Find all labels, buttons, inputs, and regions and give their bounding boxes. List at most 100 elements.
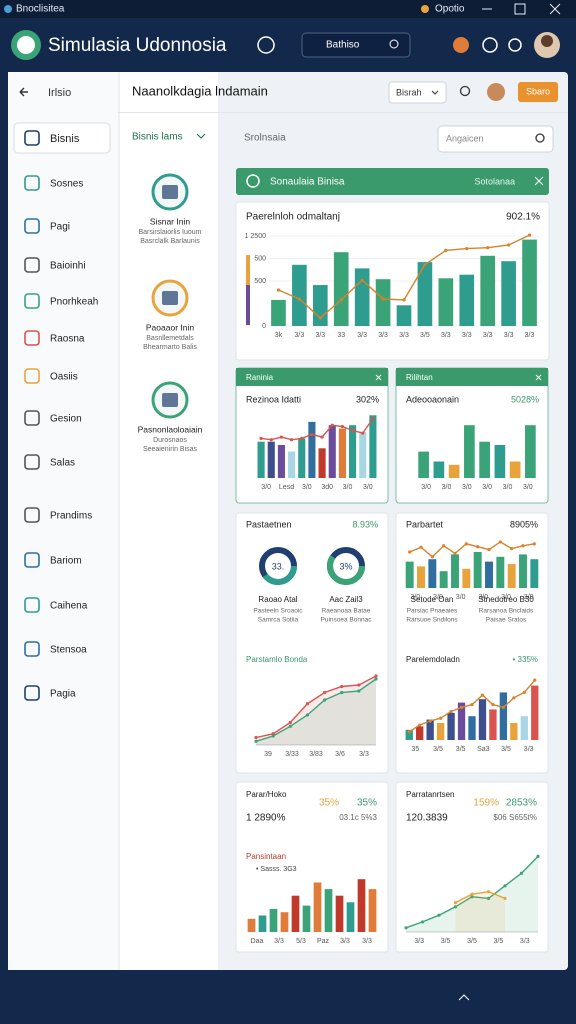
sidebar-item[interactable]: Bisnis xyxy=(50,133,80,145)
sidebar-selected[interactable] xyxy=(13,122,111,154)
bar xyxy=(335,895,344,932)
bar xyxy=(354,268,370,326)
sidebar-icon xyxy=(24,257,40,273)
account-icon xyxy=(421,5,429,13)
bar xyxy=(436,723,445,740)
line-point xyxy=(486,246,490,250)
illustration-detail xyxy=(162,185,178,199)
sidebar-item[interactable]: Prandims xyxy=(50,511,92,522)
subpanel xyxy=(120,72,218,970)
bar xyxy=(368,889,377,932)
line-point xyxy=(288,724,292,728)
illustration-detail xyxy=(162,393,178,407)
sidebar-item[interactable]: Pnorhkeah xyxy=(50,297,98,308)
close[interactable] xyxy=(549,3,561,15)
x-tick-label: Daa xyxy=(251,938,264,945)
sidebar-item[interactable]: Caihena xyxy=(50,601,88,612)
dropdown[interactable] xyxy=(388,81,447,104)
sidebar-item[interactable]: Baioinhi xyxy=(50,261,86,272)
bar xyxy=(438,278,454,326)
bar xyxy=(257,441,265,478)
refresh-button[interactable] xyxy=(508,38,522,52)
x-tick-label: 3/0 xyxy=(456,594,466,601)
maximize[interactable] xyxy=(514,3,526,15)
card-title: Parbartet xyxy=(406,519,444,529)
x-tick-label: 3/5 xyxy=(441,938,451,945)
x-tick-label: 3/0 xyxy=(421,484,431,491)
section-search[interactable] xyxy=(437,125,554,153)
bar xyxy=(439,571,448,588)
page-search[interactable] xyxy=(459,85,471,97)
bar xyxy=(328,425,336,478)
item-title: Paoaaor Inin xyxy=(146,322,194,332)
page-avatar[interactable] xyxy=(487,83,505,101)
bar xyxy=(494,445,506,478)
sidebar-item[interactable]: Raosna xyxy=(50,334,85,345)
info-button[interactable] xyxy=(257,36,275,54)
bar xyxy=(485,561,493,588)
section-search-icon xyxy=(535,133,545,143)
dropdown-caret xyxy=(431,90,439,95)
donut-center: 33. xyxy=(272,561,285,571)
search-icon xyxy=(389,39,399,49)
check-button[interactable] xyxy=(482,37,498,53)
bar xyxy=(405,729,413,740)
back-arrow[interactable] xyxy=(19,87,28,97)
x-tick-label: 3/5 xyxy=(494,938,504,945)
card-value: 35% xyxy=(357,798,377,809)
card xyxy=(395,781,549,953)
x-tick-label: 5/3 xyxy=(296,938,306,945)
sidebar-item[interactable]: Stensoa xyxy=(50,645,87,656)
caption-text: Rarsanoa Bnclaids xyxy=(479,608,534,615)
sidebar-item[interactable]: Pagi xyxy=(50,222,70,233)
bar xyxy=(451,554,459,588)
x-tick-label: 3/5 xyxy=(467,938,477,945)
line-point xyxy=(519,871,524,875)
titlebar xyxy=(0,0,576,18)
x-tick-label: 3/3 xyxy=(378,332,388,339)
series-line xyxy=(455,890,506,904)
bar xyxy=(312,285,328,326)
bar xyxy=(277,445,285,478)
sidebar-item[interactable]: Bariom xyxy=(50,556,82,567)
y-tick-label: 500 xyxy=(254,278,266,285)
card xyxy=(235,512,389,774)
line-point xyxy=(439,716,443,720)
logo-inner xyxy=(17,36,35,54)
line-point xyxy=(470,895,474,899)
card-close[interactable] xyxy=(375,374,382,381)
x-tick-label: 3/5 xyxy=(456,746,466,753)
bar xyxy=(499,692,508,740)
sidebar-item[interactable]: Oasiis xyxy=(50,372,78,383)
illustration-detail xyxy=(162,291,178,305)
x-tick-label: 3/3 xyxy=(525,332,535,339)
card-stat: 120.3839 xyxy=(406,813,448,824)
x-tick-label: 35 xyxy=(411,746,419,753)
search-box[interactable] xyxy=(301,32,411,58)
section-label: Srolnsaia xyxy=(244,133,286,144)
account-name: Opotio xyxy=(435,4,465,15)
sidebar-item[interactable]: Salas xyxy=(50,458,75,469)
bar xyxy=(318,448,326,478)
primary-button[interactable] xyxy=(518,82,558,102)
line-point xyxy=(501,705,505,709)
x-tick-label: 3d0 xyxy=(321,484,333,491)
x-tick-label: 3k xyxy=(275,332,283,339)
x-tick-label: 3/3 xyxy=(414,938,424,945)
card-value: 8905% xyxy=(510,519,538,529)
card-close[interactable] xyxy=(535,374,542,381)
sidebar-item[interactable]: Pagia xyxy=(50,689,76,700)
line-point xyxy=(512,696,516,700)
bar xyxy=(464,425,475,478)
sidebar-item[interactable]: Sosnes xyxy=(50,179,83,190)
bar xyxy=(369,415,377,478)
bar xyxy=(405,561,414,588)
sidebar-item[interactable]: Gesion xyxy=(50,414,82,425)
x-tick-label: 3/3 xyxy=(483,332,493,339)
x-tick-label: 3/0 xyxy=(442,484,452,491)
notification[interactable] xyxy=(453,37,469,53)
x-tick-label: 3/3 xyxy=(359,751,369,758)
app-header xyxy=(0,18,576,70)
bar xyxy=(338,428,346,478)
banner-close[interactable] xyxy=(534,176,544,186)
